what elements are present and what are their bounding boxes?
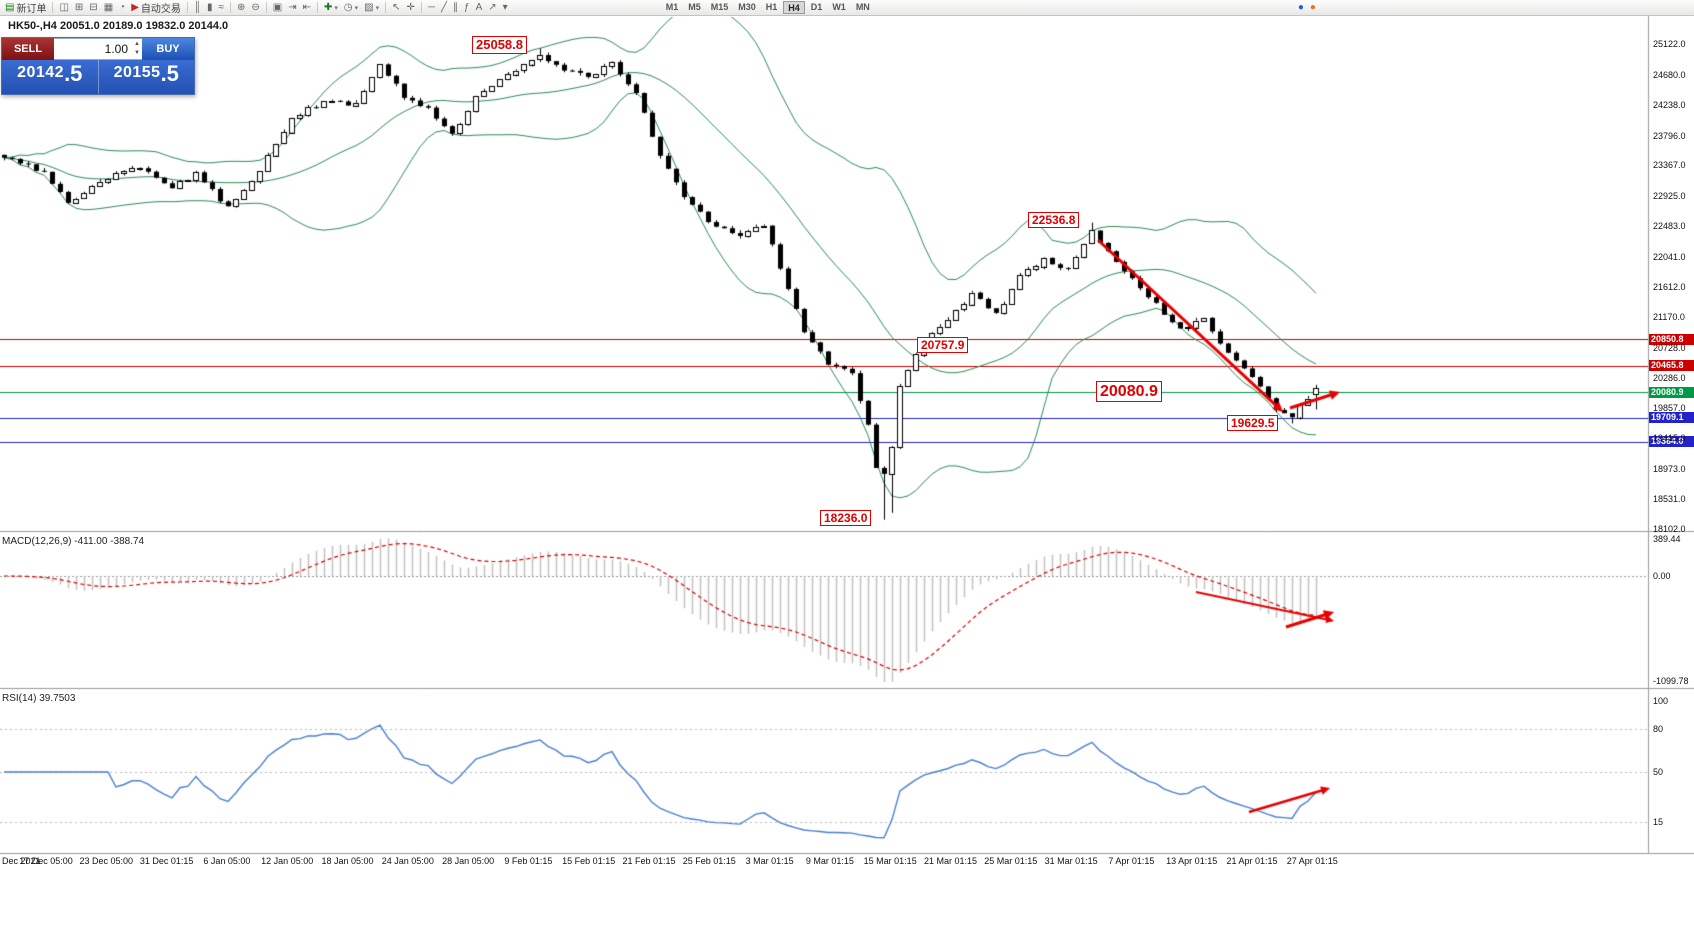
zoom-in-icon: ⊕ [237,1,246,13]
indicators-icon: ✚ [324,1,333,13]
chart-candles-icon[interactable]: ▮ [204,1,216,15]
chart-line-icon[interactable]: ≈ [216,1,228,15]
shapes-caret-icon: ▾ [502,1,508,13]
buy-price-main: 20155 [113,64,161,81]
strategy-tester-icon: ◔ [119,1,126,13]
timeframe-button-h4[interactable]: H4 [783,1,805,14]
trade-prices-row: 20142 .5 20155 .5 [2,60,194,94]
shapes-caret-icon[interactable]: ▾ [500,1,511,15]
volume-input[interactable]: 1.00 ▲ ▼ [54,38,142,60]
sell-price-main: 20142 [17,64,65,81]
volume-value: 1.00 [104,42,128,56]
auto-trading-button-label: 自动交易 [140,4,181,15]
buy-price-pips: .5 [160,61,179,86]
text-icon[interactable]: A [473,1,486,15]
timeframe-button-w1[interactable]: W1 [832,2,846,12]
help-icon[interactable]: ● [1295,1,1307,15]
fibonacci-icon: ƒ [464,1,470,13]
navigator-icon[interactable]: ⊟ [86,1,100,15]
buy-price[interactable]: 20155 .5 [99,60,195,94]
toolbar-separator [186,2,188,13]
community-icon[interactable]: ● [1307,1,1319,15]
chart-bars-icon: ║ [193,1,201,13]
new-order-button-label: 新订单 [16,4,47,15]
chart-line-icon: ≈ [218,1,225,13]
one-click-trading-panel: SELL 1.00 ▲ ▼ BUY 20142 .5 20155 .5 [1,37,195,95]
crosshair-icon: ✛ [406,1,415,13]
arrows-icon[interactable]: ↗ [485,1,499,15]
toolbar-separator [230,2,231,13]
zoom-in-icon[interactable]: ⊕ [234,1,248,15]
data-window-icon: ⊞ [74,1,84,13]
timeframe-button-m30[interactable]: M30 [738,2,756,12]
toolbar-separator [385,2,387,13]
tile-windows-icon[interactable]: ▣ [270,1,285,15]
timeframe-button-m5[interactable]: M5 [688,2,701,12]
buy-button[interactable]: BUY [142,38,194,60]
hline-icon: ─ [427,1,436,13]
timeframe-button-h1[interactable]: H1 [765,2,778,12]
channel-icon: ∥ [453,1,459,13]
templates-icon: ▨ [364,1,374,13]
chart-shift-icon[interactable]: ⇤ [300,1,314,15]
text-icon: A [475,1,483,13]
auto-scroll-icon: ⇥ [288,1,297,13]
market-watch-icon: ◫ [59,1,69,13]
arrows-icon: ↗ [488,1,497,13]
cursor-icon: ↖ [392,1,401,13]
strategy-tester-icon[interactable]: ◔ [116,1,128,15]
timeframe-button-m1[interactable]: M1 [665,2,679,12]
timeframe-button-d1[interactable]: D1 [810,2,823,12]
trendline-icon: ╱ [441,1,448,13]
chart-bars-icon[interactable]: ║ [191,1,204,15]
terminal-icon[interactable]: ▦ [101,1,116,15]
cursor-icon[interactable]: ↖ [389,1,403,15]
timeframe-button-mn[interactable]: MN [855,2,870,12]
trade-controls-row: SELL 1.00 ▲ ▼ BUY [2,38,194,60]
chart-shift-icon: ⇤ [302,1,312,13]
main-toolbar: ▤ 新订单 ◫ ⊞ ⊟ ▦ ◔ ▶ 自动交易 ║ ▮ ≈ ⊕ ⊖ ▣ ⇥ ⇤ ✚ ▾ ◷ ▾ ▨ ▾ ↖ ✛ ─ ╱ ∥ ƒ A ↗ ▾ M1 M… [0,0,1694,16]
auto-scroll-icon[interactable]: ⇥ [285,1,299,15]
fibonacci-icon[interactable]: ƒ [461,1,473,15]
volume-down-button[interactable]: ▼ [134,50,140,56]
sell-button[interactable]: SELL [2,38,54,60]
community-icon: ● [1309,1,1316,13]
caret-down-icon: ▾ [375,4,380,12]
help-icon: ● [1297,1,1304,13]
volume-up-button[interactable]: ▲ [134,41,140,47]
auto-trading-icon: ▶ [131,1,139,13]
periods-button[interactable]: ◷ ▾ [341,1,361,15]
navigator-icon: ⊟ [89,1,98,13]
auto-trading-button[interactable]: ▶ 自动交易 [128,1,184,16]
caret-down-icon: ▾ [354,4,359,12]
periods-icon: ◷ [343,1,353,13]
new-order-button[interactable]: ▤ 新订单 [2,1,49,16]
zoom-out-icon: ⊖ [251,1,260,13]
caret-down-icon: ▾ [334,4,338,12]
templates-button[interactable]: ▨ ▾ [361,1,382,15]
market-watch-icon[interactable]: ◫ [56,1,71,15]
terminal-icon: ▦ [103,1,114,13]
tile-windows-icon: ▣ [272,1,283,13]
new-order-icon: ▤ [5,1,15,13]
indicators-button[interactable]: ✚ ▾ [321,1,341,15]
channel-icon[interactable]: ∥ [450,1,461,15]
timeframe-button-m15[interactable]: M15 [710,2,729,12]
toolbar-separator [52,2,54,13]
trendline-icon[interactable]: ╱ [438,1,450,15]
crosshair-icon[interactable]: ✛ [404,1,418,15]
sell-price-pips: .5 [64,61,83,86]
hline-icon[interactable]: ─ [425,1,438,15]
data-window-icon[interactable]: ⊞ [72,1,86,15]
toolbar-separator [317,2,319,13]
volume-spinner: ▲ ▼ [134,40,140,58]
chart-candles-icon: ▮ [206,1,213,13]
toolbar-separator [420,2,422,13]
sell-price[interactable]: 20142 .5 [2,60,99,94]
toolbar-separator [265,2,267,13]
zoom-out-icon[interactable]: ⊖ [248,1,262,15]
